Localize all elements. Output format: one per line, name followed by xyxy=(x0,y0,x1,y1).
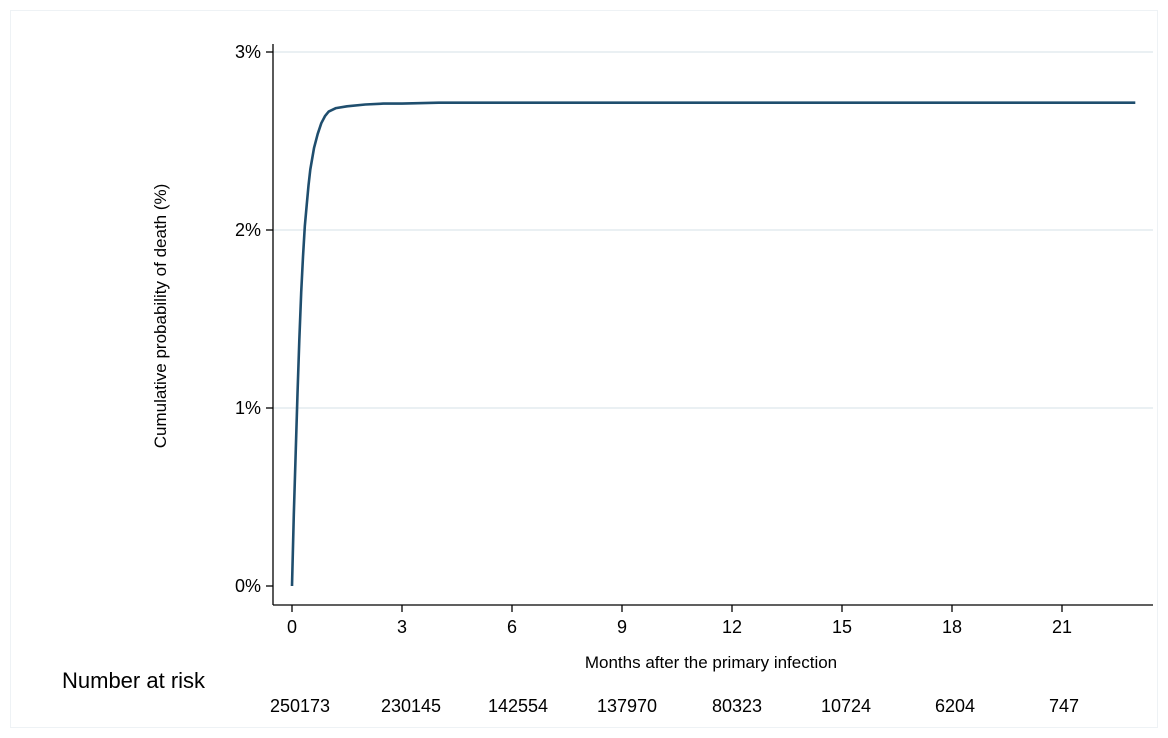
chart-frame xyxy=(10,10,1158,728)
y-tick-label: 1% xyxy=(235,398,261,418)
grid-layer xyxy=(273,51,1153,409)
x-tick-layer: 0 3 6 9 12 15 18 21 xyxy=(287,605,1072,637)
risk-table-value: 6204 xyxy=(935,696,975,716)
x-tick-label: 9 xyxy=(617,617,627,637)
x-tick-label: 0 xyxy=(287,617,297,637)
x-tick-label: 12 xyxy=(722,617,742,637)
x-tick-label: 3 xyxy=(397,617,407,637)
y-axis-title: Cumulative probability of death (%) xyxy=(151,184,170,449)
risk-table-value: 747 xyxy=(1049,696,1079,716)
risk-table-value: 250173 xyxy=(270,696,330,716)
x-axis-title: Months after the primary infection xyxy=(585,653,837,672)
series-line xyxy=(290,101,1136,587)
risk-table-value: 230145 xyxy=(381,696,441,716)
x-tick-label: 21 xyxy=(1052,617,1072,637)
risk-table: 250173 230145 142554 137970 80323 10724 6204 74… xyxy=(270,696,1079,716)
x-tick-label: 6 xyxy=(507,617,517,637)
x-tick-label: 18 xyxy=(942,617,962,637)
risk-table-value: 10724 xyxy=(821,696,871,716)
y-tick-layer: 0% 1% 2% 3% xyxy=(235,42,273,596)
risk-table-title: Number at risk xyxy=(62,668,206,693)
y-tick-label: 3% xyxy=(235,42,261,62)
risk-table-value: 80323 xyxy=(712,696,762,716)
y-tick-label: 0% xyxy=(235,576,261,596)
axis-layer xyxy=(272,44,1153,606)
series-layer xyxy=(290,101,1136,587)
risk-table-value: 137970 xyxy=(597,696,657,716)
risk-table-value: 142554 xyxy=(488,696,548,716)
y-tick-label: 2% xyxy=(235,220,261,240)
x-tick-label: 15 xyxy=(832,617,852,637)
